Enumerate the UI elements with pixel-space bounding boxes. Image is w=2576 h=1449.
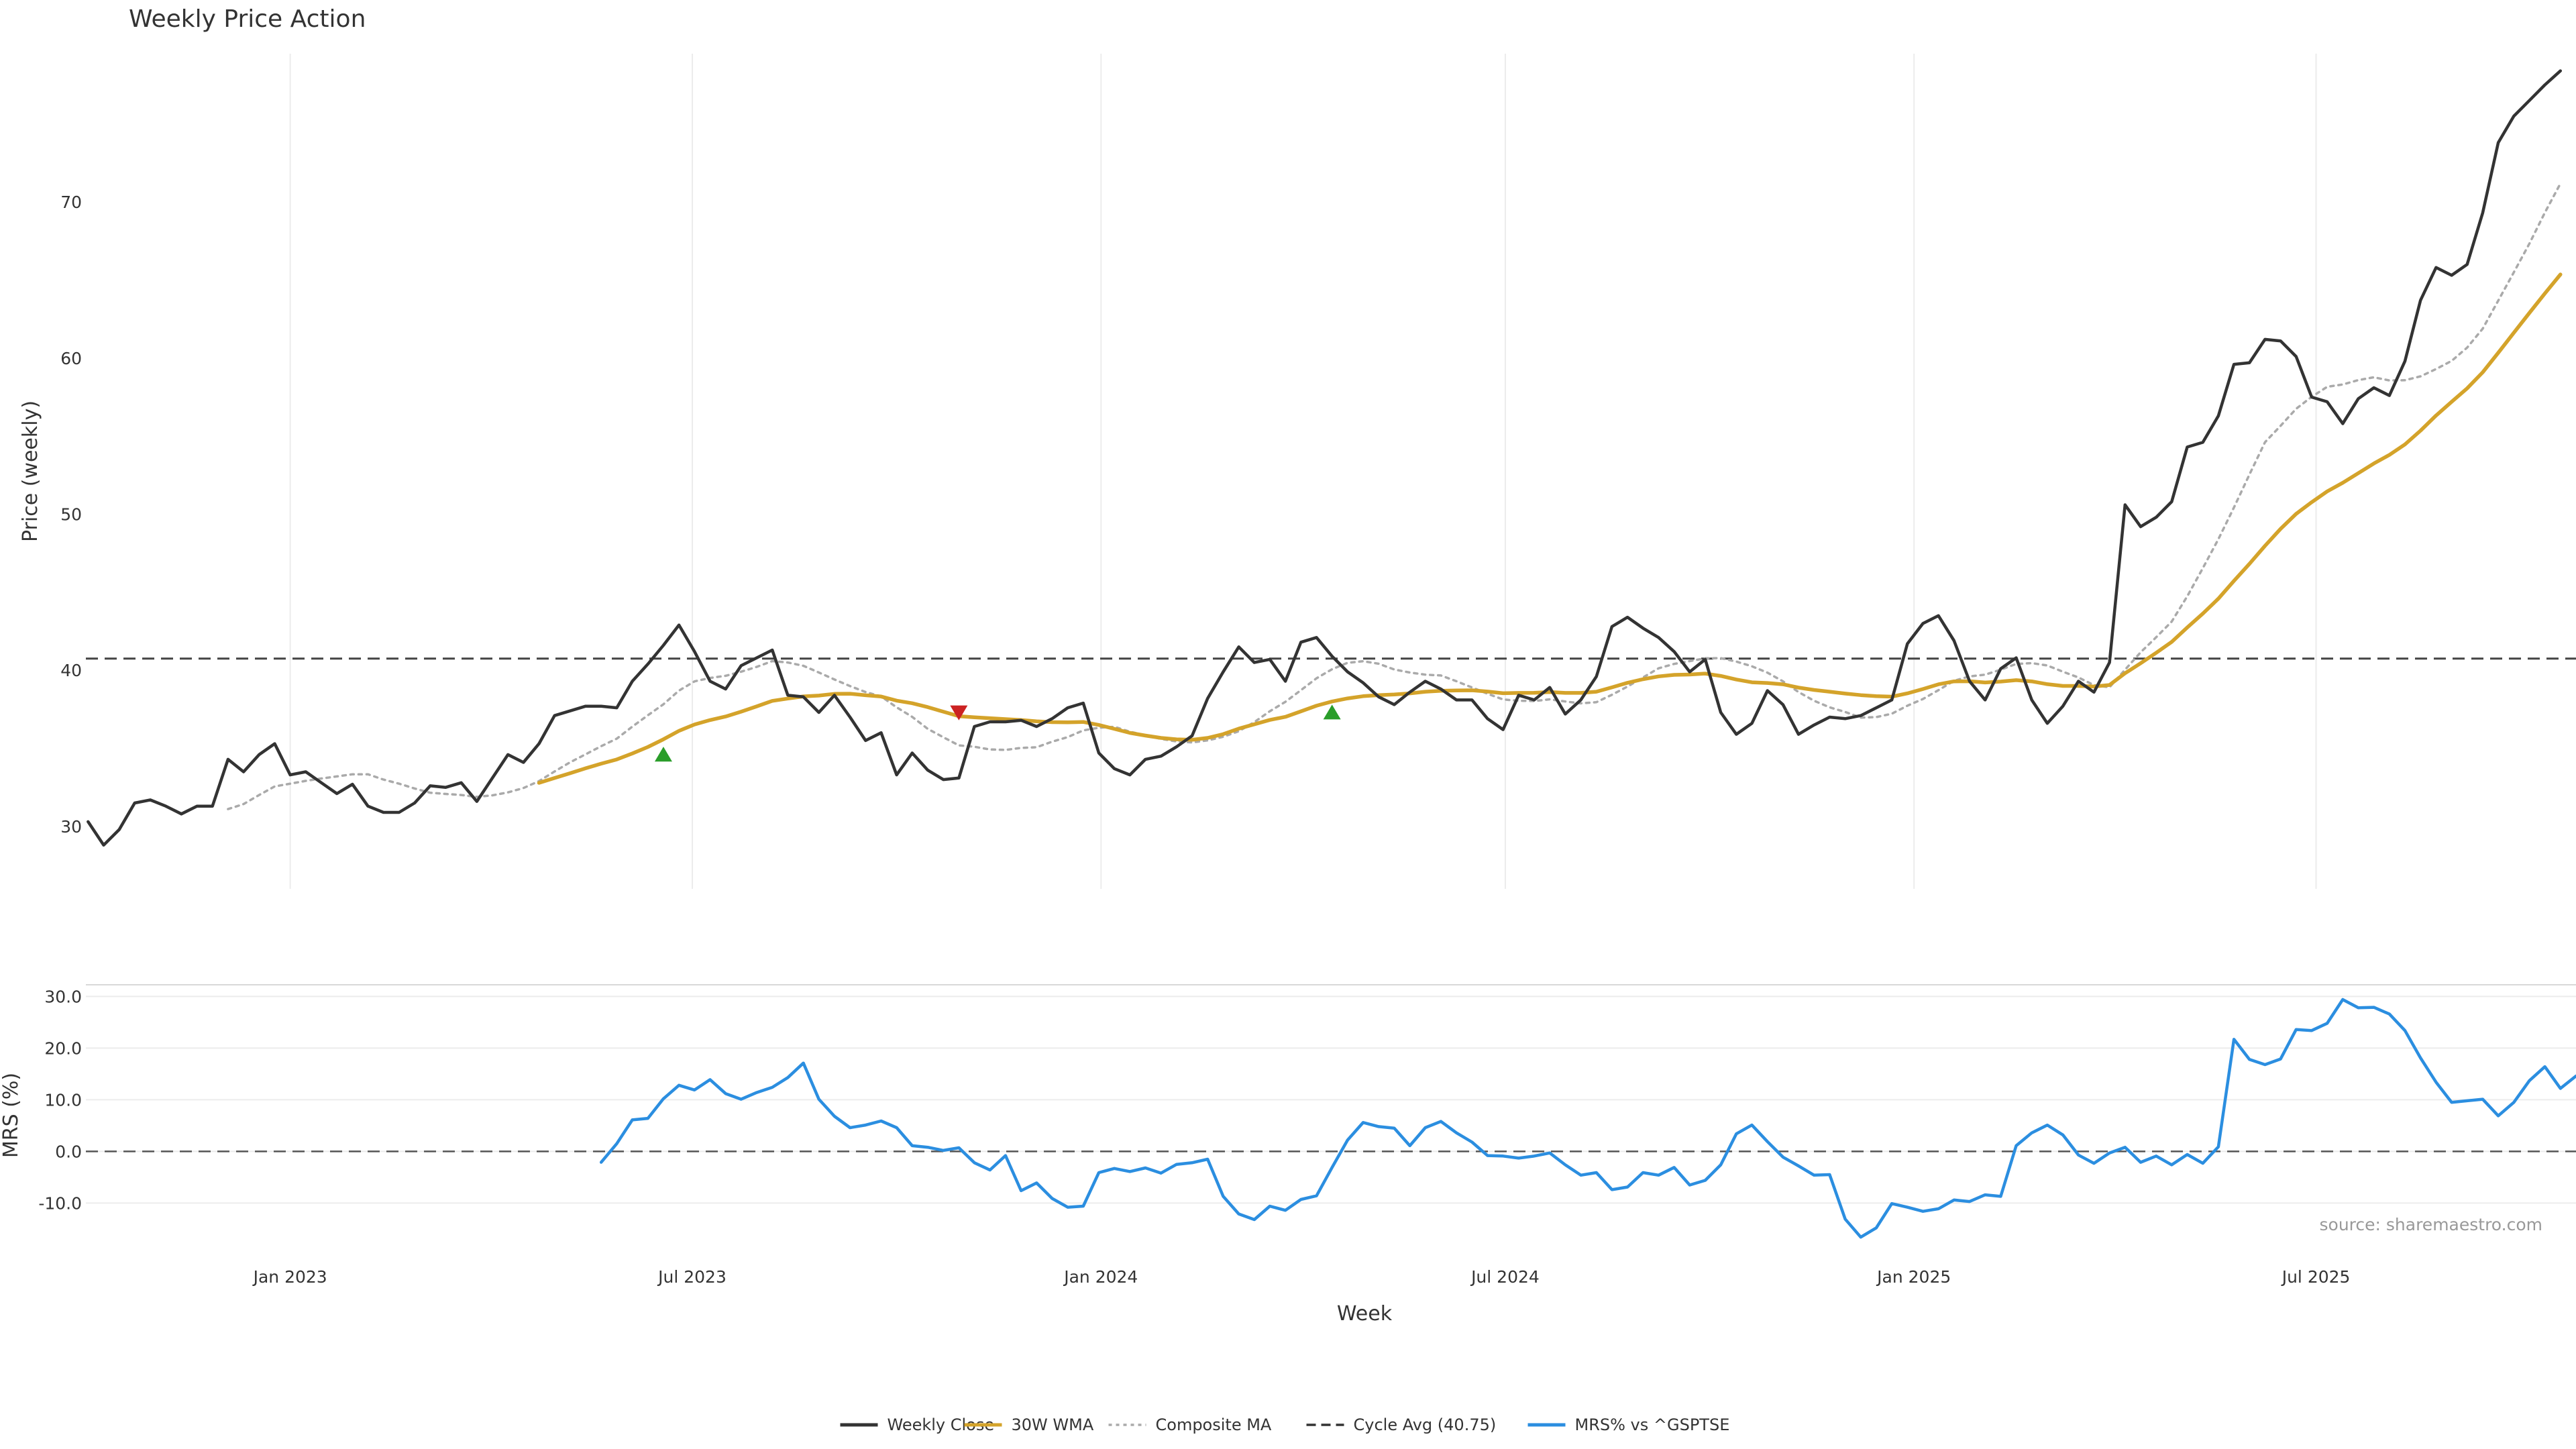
signal-marker-up-2 [1323, 704, 1341, 720]
x-tick-labels: Jan 2023 Jul 2023 Jan 2024 Jul 2024 Jan 2025… [252, 1267, 2351, 1287]
mrs-y-tick-label: -10.0 [38, 1193, 82, 1213]
x-tick-label: Jan 2025 [1876, 1267, 1951, 1287]
mrs-y-tick-label: 20.0 [44, 1038, 82, 1058]
legend-entry-4: MRS% vs ^GSPTSE [1527, 1415, 1730, 1434]
price-y-ticks: 30 40 50 60 70 [60, 193, 82, 837]
legend-label: MRS% vs ^GSPTSE [1575, 1415, 1730, 1434]
mrs-y-tick-label: 10.0 [44, 1090, 82, 1110]
x-axis-label: Week [1337, 1302, 1393, 1326]
mrs-y-tick-label: 0.0 [55, 1142, 82, 1161]
price-y-tick-label: 40 [60, 661, 82, 680]
wma-30w-line [537, 272, 2563, 785]
legend-label: Composite MA [1156, 1415, 1272, 1434]
x-tick-label: Jul 2025 [2281, 1267, 2351, 1287]
price-series-group [87, 69, 2563, 847]
mrs-y-ticks: 30.0 20.0 10.0 0.0 -10.0 [38, 987, 82, 1213]
legend-label: 30W WMA [1012, 1415, 1094, 1434]
signal-marker-up-0 [654, 747, 672, 762]
x-tick-label: Jan 2024 [1063, 1267, 1138, 1287]
mrs-series-group [599, 998, 2576, 1239]
legend-entry-3: Cycle Avg (40.75) [1306, 1415, 1497, 1434]
legend-entry-2: Composite MA [1108, 1415, 1272, 1434]
source-note: source: sharemaestro.com [2320, 1215, 2543, 1234]
price-y-tick-label: 70 [60, 193, 82, 212]
legend-label: Cycle Avg (40.75) [1354, 1415, 1497, 1434]
weekly-close-line [87, 69, 2563, 847]
x-tick-label: Jan 2023 [252, 1267, 327, 1287]
price-y-tick-label: 50 [60, 504, 82, 524]
mrs-y-tick-label: 30.0 [44, 987, 82, 1006]
price-y-tick-label: 30 [60, 817, 82, 837]
mrs-line [599, 998, 2576, 1239]
signal-marker-down-1 [950, 705, 968, 720]
price-y-axis-label: Price (weekly) [19, 400, 42, 542]
x-tick-label: Jul 2023 [657, 1267, 727, 1287]
price-x-gridlines [289, 54, 2317, 889]
chart-legend: Weekly Close 30W WMA Composite MA Cycle Avg… [840, 1415, 1730, 1434]
signal-markers [654, 704, 1341, 762]
chart-title: Weekly Price Action [129, 5, 366, 33]
price-y-tick-label: 60 [60, 349, 82, 368]
mrs-y-axis-label: MRS (%) [0, 1073, 23, 1158]
composite-ma-line [227, 182, 2562, 810]
legend-entry-1: 30W WMA [964, 1415, 1094, 1434]
x-tick-label: Jul 2024 [1470, 1267, 1540, 1287]
